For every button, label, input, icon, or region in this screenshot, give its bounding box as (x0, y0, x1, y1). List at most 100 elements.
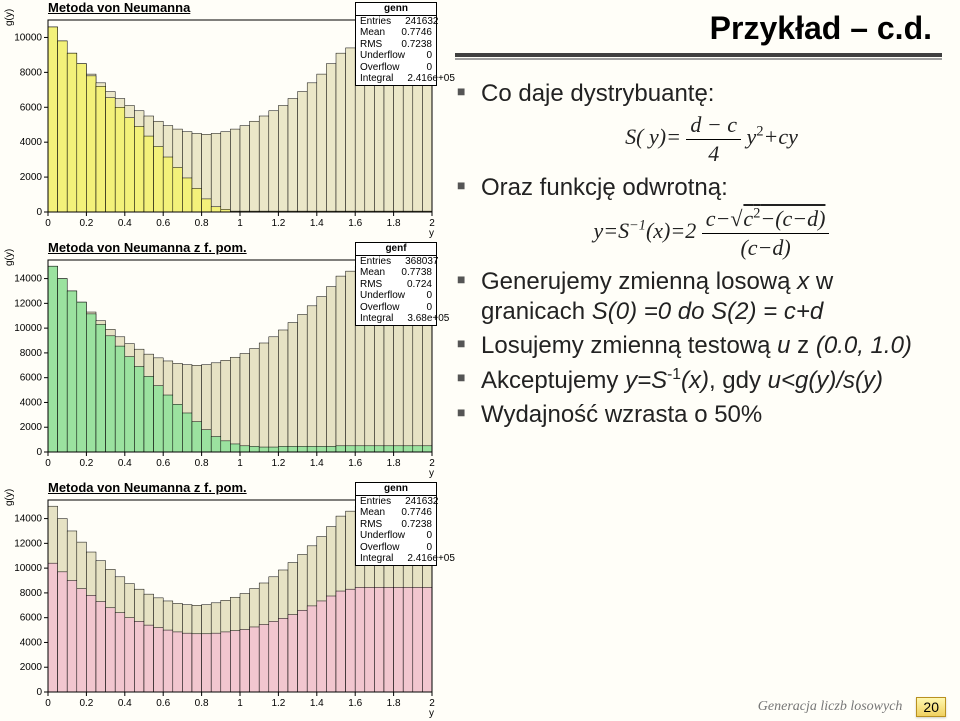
stats-row: Integral2.416e+05 (356, 73, 436, 85)
stats-row: Overflow0 (356, 302, 436, 314)
formula-2-num: c−√c2−(c−d) (702, 205, 830, 234)
svg-text:1.2: 1.2 (271, 218, 285, 229)
stats-row: Underflow0 (356, 530, 436, 542)
svg-text:g(y): g(y) (4, 9, 15, 26)
bullet-5-f: (x) (681, 367, 709, 394)
svg-text:10000: 10000 (14, 323, 42, 334)
stats-row: Integral3.68e+05 (356, 313, 436, 325)
bullet-5-e: y=S (625, 367, 667, 394)
svg-text:1.6: 1.6 (348, 458, 362, 469)
stats-row: RMS0.7238 (356, 39, 436, 51)
formula-1-lhs: S( y)= (625, 124, 681, 149)
bullet-5-c: u<g(y)/s(y) (768, 367, 883, 394)
bullet-4-r: (0.0, 1.0) (816, 332, 912, 359)
svg-text:14000: 14000 (14, 514, 42, 525)
bullet-5-a: Akceptujemy (481, 367, 625, 394)
formula-1-den: 4 (686, 140, 741, 168)
chart-title: Metoda von Neumanna (48, 0, 190, 15)
stats-title: genn (356, 3, 436, 16)
svg-text:1.2: 1.2 (271, 698, 285, 709)
svg-text:0.2: 0.2 (79, 698, 93, 709)
formula-1-tail: +cy (763, 124, 797, 149)
stats-row: Underflow0 (356, 50, 436, 62)
stats-box: gennEntries241632Mean0.7746RMS0.7238Unde… (355, 2, 437, 86)
chart-title: Metoda von Neumanna z f. pom. (48, 240, 247, 255)
svg-text:y: y (429, 468, 434, 479)
svg-text:1.6: 1.6 (348, 218, 362, 229)
bullet-5-b: , gdy (709, 367, 768, 394)
svg-text:0.8: 0.8 (195, 458, 209, 469)
svg-text:0.6: 0.6 (156, 698, 170, 709)
formula-2: y=S−1(x)=2 c−√c2−(c−d) (c−d) (481, 205, 942, 261)
bullet-4-u: u (777, 332, 790, 359)
formula-2-num-b: −(c−d) (760, 206, 825, 231)
svg-text:0: 0 (36, 447, 42, 458)
svg-text:12000: 12000 (14, 298, 42, 309)
svg-text:2000: 2000 (20, 662, 43, 673)
svg-text:4000: 4000 (20, 397, 43, 408)
stats-title: genf (356, 243, 436, 256)
svg-text:0.4: 0.4 (118, 698, 132, 709)
bullet-2-text: Oraz funkcję odwrotną: (481, 174, 728, 201)
svg-text:4000: 4000 (20, 137, 43, 148)
formula-1-num: d − c (686, 111, 741, 140)
svg-text:0.4: 0.4 (118, 458, 132, 469)
title-rule (455, 53, 942, 61)
chart-title: Metoda von Neumanna z f. pom. (48, 480, 247, 495)
bullet-3: Generujemy zmienną losową x w granicach … (457, 267, 942, 327)
svg-text:1.8: 1.8 (387, 698, 401, 709)
charts-column: Metoda von Neumanna020004000600080001000… (0, 0, 445, 721)
stats-row: Entries368037 (356, 256, 436, 268)
svg-text:0.6: 0.6 (156, 218, 170, 229)
page-number: 20 (916, 697, 946, 717)
stats-row: Mean0.7746 (356, 507, 436, 519)
svg-text:0: 0 (45, 698, 51, 709)
formula-2-num-a: c− (706, 206, 731, 231)
text-column: Przykład – c.d. Co daje dystrybuantę: S(… (445, 0, 960, 721)
svg-text:0: 0 (45, 218, 51, 229)
formula-2-num-sqrt: c (743, 206, 753, 231)
svg-text:6000: 6000 (20, 373, 43, 384)
svg-text:8000: 8000 (20, 348, 43, 359)
bullet-6: Wydajność wzrasta o 50% (457, 400, 942, 430)
svg-text:1: 1 (237, 458, 243, 469)
bullet-1-text: Co daje dystrybuantę: (481, 80, 714, 107)
svg-text:4000: 4000 (20, 637, 43, 648)
svg-text:12000: 12000 (14, 538, 42, 549)
svg-text:2000: 2000 (20, 172, 43, 183)
stats-row: Entries241632 (356, 16, 436, 28)
formula-2-lhs: y=S (594, 218, 630, 243)
svg-text:8000: 8000 (20, 588, 43, 599)
bullet-4-a: Losujemy zmienną testową (481, 332, 777, 359)
slide-title: Przykład – c.d. (455, 10, 942, 47)
formula-2-den: (c−d) (702, 234, 830, 262)
svg-text:14000: 14000 (14, 274, 42, 285)
bullet-list: Co daje dystrybuantę: S( y)= d − c 4 y2+… (455, 79, 942, 430)
svg-text:y: y (429, 228, 434, 239)
bullet-3-s: S(0) =0 do S(2) = c+d (592, 298, 823, 325)
stats-row: Underflow0 (356, 290, 436, 302)
stats-title: genn (356, 483, 436, 496)
svg-text:1: 1 (237, 218, 243, 229)
svg-text:g(y): g(y) (4, 249, 15, 266)
svg-text:0.6: 0.6 (156, 458, 170, 469)
formula-1: S( y)= d − c 4 y2+cy (481, 111, 942, 167)
bullet-2: Oraz funkcję odwrotną: y=S−1(x)=2 c−√c2−… (457, 173, 942, 261)
svg-text:6000: 6000 (20, 102, 43, 113)
svg-text:0: 0 (45, 458, 51, 469)
formula-2-sup: −1 (629, 218, 646, 234)
svg-text:1.8: 1.8 (387, 458, 401, 469)
bullet-5: Akceptujemy y=S-1(x), gdy u<g(y)/s(y) (457, 365, 942, 396)
stats-box: genfEntries368037Mean0.7738RMS0.724Under… (355, 242, 437, 326)
stats-row: Mean0.7746 (356, 27, 436, 39)
formula-1-y: y (747, 124, 757, 149)
svg-text:0.4: 0.4 (118, 218, 132, 229)
svg-text:10000: 10000 (14, 32, 42, 43)
svg-text:8000: 8000 (20, 67, 43, 78)
svg-text:10000: 10000 (14, 563, 42, 574)
bullet-1: Co daje dystrybuantę: S( y)= d − c 4 y2+… (457, 79, 942, 167)
stats-box: gennEntries241632Mean0.7746RMS0.7238Unde… (355, 482, 437, 566)
svg-text:0: 0 (36, 687, 42, 698)
stats-row: Integral2.416e+05 (356, 553, 436, 565)
formula-1-frac: d − c 4 (686, 111, 741, 167)
